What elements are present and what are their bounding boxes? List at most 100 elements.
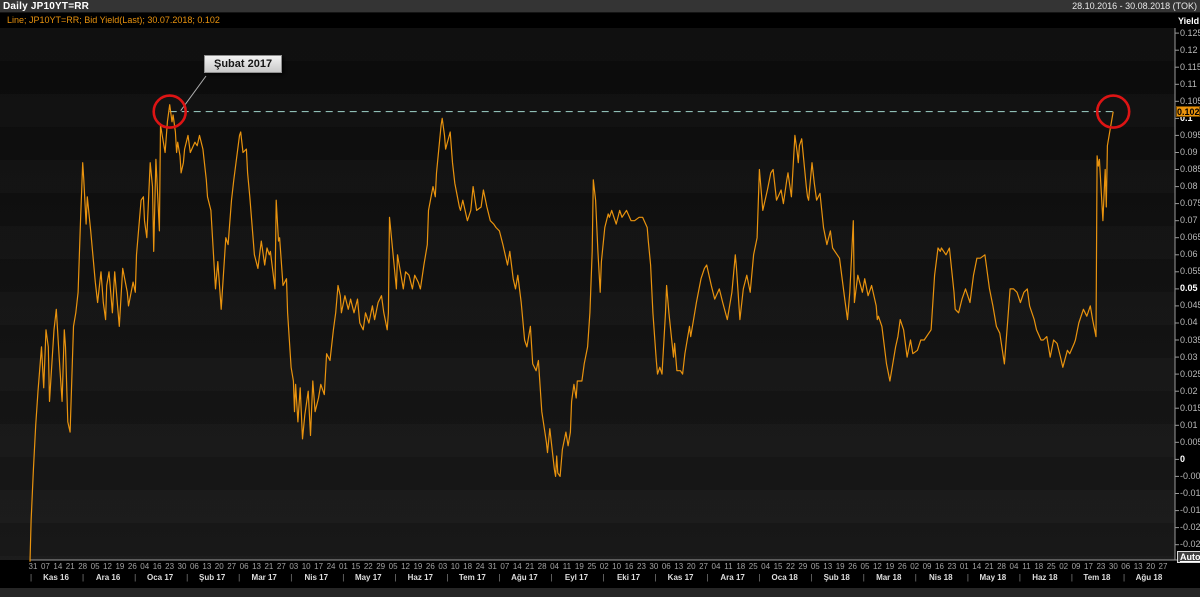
x-day-label: 14 [512, 562, 522, 571]
x-month-separator: | [862, 573, 865, 582]
y-tick-label: 0.015 [1180, 402, 1200, 413]
x-month-separator: | [498, 573, 501, 582]
x-day-label: 06 [239, 562, 249, 571]
x-month-label: May 17 [354, 573, 382, 582]
x-day-label: 02 [599, 562, 609, 571]
title-bar: Daily JP10YT=RR 28.10.2016 - 30.08.2018 … [0, 0, 1200, 13]
x-month-label: Nis 18 [928, 573, 953, 582]
x-day-label: 12 [401, 562, 410, 571]
x-month-separator: | [342, 573, 345, 582]
y-tick-label: 0.09 [1180, 146, 1198, 157]
x-day-label: 12 [103, 562, 112, 571]
x-month-label: Eki 17 [616, 573, 641, 582]
x-day-label: 30 [1108, 562, 1118, 571]
x-day-label: 06 [1121, 562, 1131, 571]
x-day-label: 02 [910, 562, 920, 571]
y-tick-label: 0.055 [1180, 266, 1200, 277]
y-tick-label: 0.08 [1180, 181, 1198, 192]
x-day-label: 04 [140, 562, 150, 571]
x-day-label: 13 [252, 562, 261, 571]
x-month-label: Ara 17 [720, 573, 745, 582]
x-day-label: 03 [438, 562, 448, 571]
x-month-label: Haz 17 [407, 573, 434, 582]
x-day-label: 13 [674, 562, 684, 571]
y-tick-label: 0.125 [1180, 27, 1200, 38]
x-month-separator: | [758, 573, 761, 582]
y-tick-label: -0.015 [1180, 505, 1200, 516]
x-month-separator: | [654, 573, 657, 582]
x-month-separator: | [602, 573, 605, 582]
annotation-label-box[interactable]: Şubat 2017 [204, 55, 283, 73]
x-month-separator: | [914, 573, 917, 582]
x-day-label: 27 [227, 562, 237, 571]
x-day-label: 21 [65, 562, 75, 571]
x-day-label: 07 [500, 562, 510, 571]
x-day-label: 25 [748, 562, 758, 571]
x-day-label: 19 [413, 562, 423, 571]
x-day-label: 23 [165, 562, 175, 571]
y-tick-label: -0.01 [1180, 488, 1200, 498]
x-month-separator: | [1122, 573, 1126, 582]
y-tick-label: 0.025 [1180, 368, 1200, 379]
x-day-label: 20 [214, 562, 224, 571]
x-day-label: 13 [202, 562, 212, 571]
x-day-label: 26 [848, 562, 857, 571]
legend-row: Line; JP10YT=RR; Bid Yield(Last); 30.07.… [0, 13, 1200, 28]
x-day-label: 02 [1059, 562, 1069, 571]
y-tick-label: 0.07 [1180, 215, 1198, 226]
y-tick-label: 0.095 [1180, 129, 1200, 140]
x-day-label: 27 [276, 562, 286, 571]
x-day-label: 30 [649, 562, 659, 571]
x-day-label: 26 [897, 562, 907, 571]
x-month-separator: | [238, 573, 241, 582]
x-month-label: Tem 17 [458, 573, 486, 582]
y-tick-label: 0.115 [1180, 61, 1200, 72]
x-month-label: Oca 17 [146, 573, 174, 582]
x-day-label: 17 [314, 562, 324, 571]
x-day-label: 01 [959, 562, 969, 571]
x-day-label: 14 [972, 562, 982, 571]
auto-scale-button[interactable]: Auto [1177, 551, 1200, 563]
x-day-label: 11 [562, 562, 572, 571]
x-day-label: 31 [487, 562, 497, 571]
x-day-label: 10 [301, 562, 311, 571]
x-day-label: 05 [90, 562, 100, 571]
x-day-label: 15 [773, 562, 783, 571]
x-day-label: 18 [1034, 562, 1044, 571]
y-tick-label: 0.035 [1180, 334, 1200, 345]
x-month-separator: | [706, 573, 709, 582]
x-day-label: 04 [711, 562, 721, 571]
y-tick-label: -0.02 [1180, 522, 1200, 533]
x-day-label: 16 [624, 562, 634, 571]
x-month-label: Kas 17 [667, 573, 694, 582]
bottom-strip [0, 588, 1200, 597]
x-month-label: Nis 17 [304, 573, 329, 582]
x-month-label: Mar 17 [251, 573, 277, 582]
x-day-label: 20 [1146, 562, 1156, 571]
x-month-label: Mar 18 [876, 573, 902, 582]
x-day-label: 13 [1133, 562, 1143, 571]
x-day-label: 21 [984, 562, 994, 571]
x-month-separator: | [1070, 573, 1073, 582]
x-day-label: 18 [463, 562, 473, 571]
x-day-label: 19 [835, 562, 845, 571]
y-tick-label: 0.01 [1180, 419, 1198, 430]
x-day-label: 04 [761, 562, 771, 571]
x-day-label: 10 [612, 562, 622, 571]
x-day-label: 24 [475, 562, 485, 571]
x-day-label: 29 [798, 562, 808, 571]
chart-canvas[interactable] [0, 28, 1175, 560]
x-month-label: Haz 18 [1032, 573, 1058, 582]
yield-series-line[interactable] [29, 104, 1114, 562]
x-day-label: 25 [587, 562, 597, 571]
x-day-label: 24 [326, 562, 336, 571]
circle-highlight-last [1095, 94, 1131, 129]
series-legend[interactable]: Line; JP10YT=RR; Bid Yield(Last); 30.07.… [7, 15, 220, 25]
x-day-label: 15 [351, 562, 361, 571]
x-day-label: 11 [1022, 562, 1031, 571]
last-price-badge: 0.102 [1176, 106, 1200, 118]
chart-title: Daily JP10YT=RR [3, 0, 90, 12]
x-day-label: 16 [935, 562, 944, 571]
y-tick-label: 0.105 [1180, 95, 1200, 106]
